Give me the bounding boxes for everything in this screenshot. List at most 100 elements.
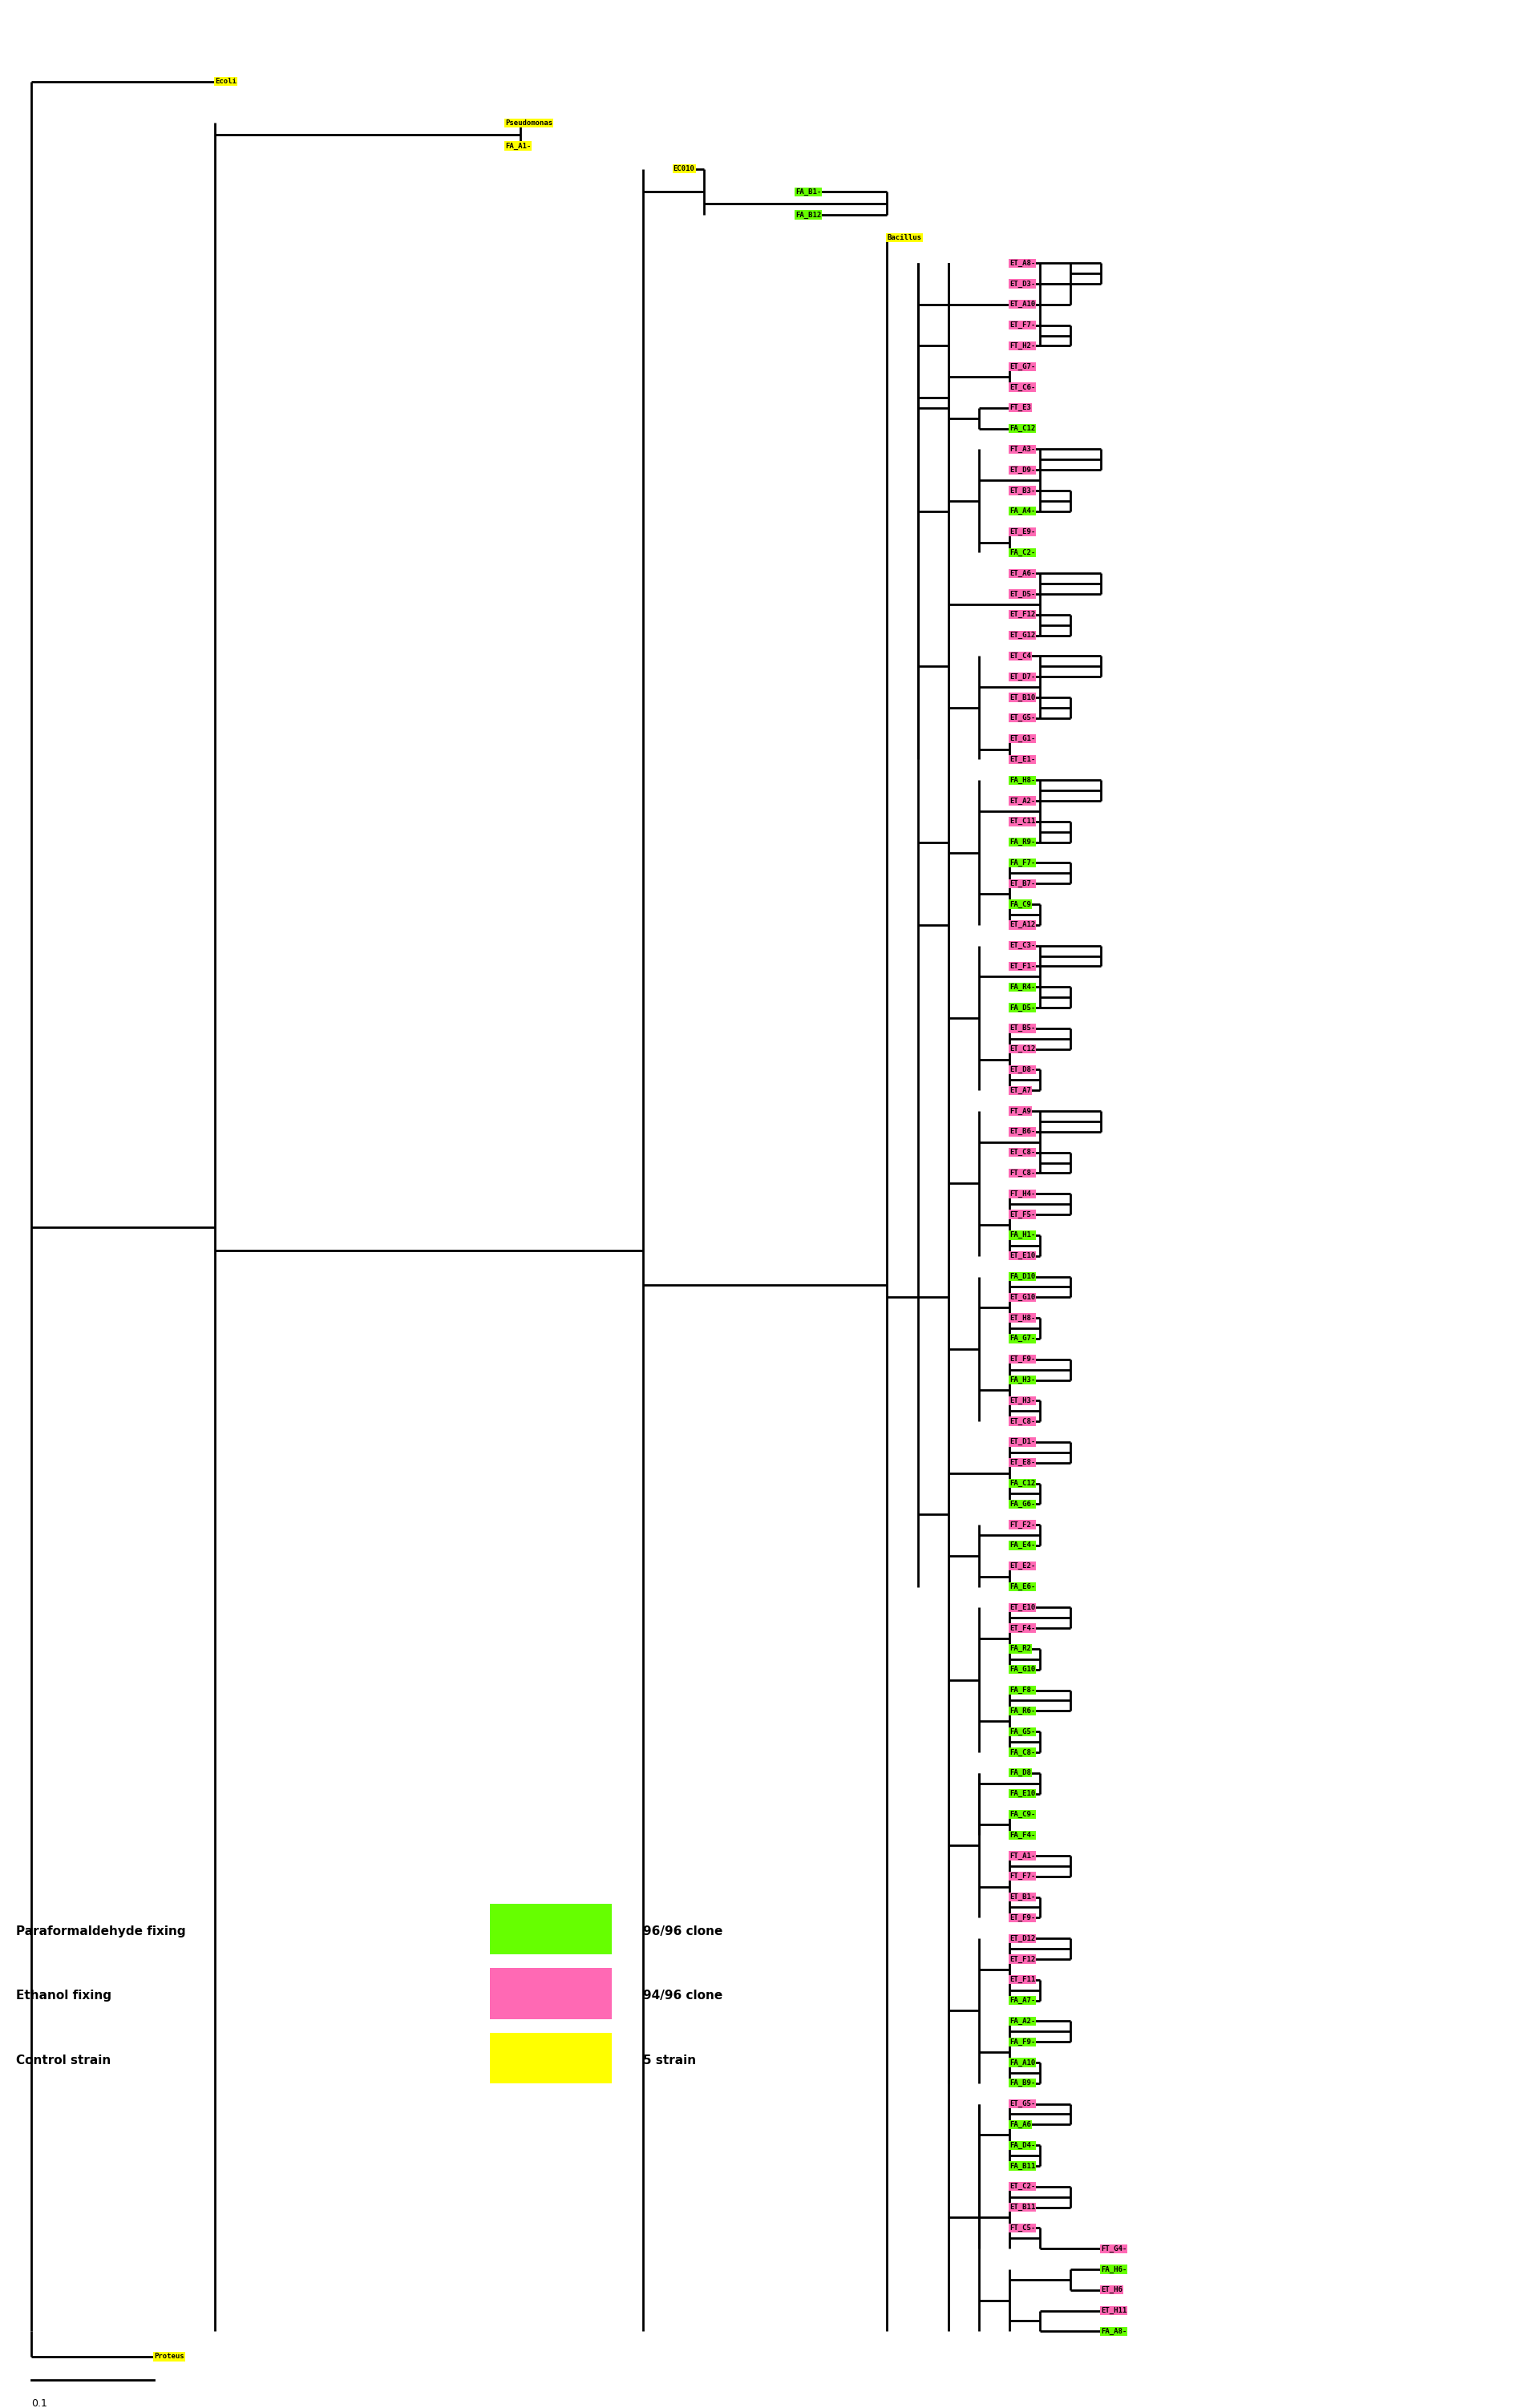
Text: Pseudomonas: Pseudomonas xyxy=(505,120,552,128)
Text: ET_D3-: ET_D3- xyxy=(1009,279,1035,287)
Text: ET_F1-: ET_F1- xyxy=(1009,963,1035,970)
Text: FT_E3: FT_E3 xyxy=(1009,405,1031,412)
Text: ET_C8-: ET_C8- xyxy=(1009,1149,1035,1156)
Text: ET_D9-: ET_D9- xyxy=(1009,467,1035,474)
Text: Bacillus: Bacillus xyxy=(887,234,920,241)
Text: ET_D8-: ET_D8- xyxy=(1009,1067,1035,1074)
Text: FT_F7-: FT_F7- xyxy=(1009,1873,1035,1881)
Text: 96/96 clone: 96/96 clone xyxy=(642,1926,722,1938)
Text: ET_C3-: ET_C3- xyxy=(1009,942,1035,949)
Text: ET_F11: ET_F11 xyxy=(1009,1977,1035,1984)
Text: ET_B7-: ET_B7- xyxy=(1009,879,1035,886)
Text: ET_C11: ET_C11 xyxy=(1009,819,1035,826)
Text: ET_G1-: ET_G1- xyxy=(1009,734,1035,742)
Text: FA_D10: FA_D10 xyxy=(1009,1274,1035,1281)
Text: FT_H2-: FT_H2- xyxy=(1009,342,1035,349)
Text: FA_R9-: FA_R9- xyxy=(1009,838,1035,845)
Text: Proteus: Proteus xyxy=(154,2353,183,2360)
Text: ET_C6-: ET_C6- xyxy=(1009,383,1035,390)
Text: FA_E6-: FA_E6- xyxy=(1009,1582,1035,1589)
Text: FA_A10: FA_A10 xyxy=(1009,2059,1035,2066)
Text: ET_G5-: ET_G5- xyxy=(1009,2100,1035,2107)
Text: ET_C4: ET_C4 xyxy=(1009,653,1031,660)
Text: ET_F12: ET_F12 xyxy=(1009,1955,1035,1963)
Text: FA_R4-: FA_R4- xyxy=(1009,982,1035,990)
Text: FA_A7-: FA_A7- xyxy=(1009,1996,1035,2003)
Text: ET_A12: ET_A12 xyxy=(1009,922,1035,929)
Text: FA_B12: FA_B12 xyxy=(795,212,821,219)
Text: FT_F2-: FT_F2- xyxy=(1009,1522,1035,1529)
Text: FT_C5-: FT_C5- xyxy=(1009,2225,1035,2232)
Text: FA_B1-: FA_B1- xyxy=(795,188,821,195)
Text: FA_G5-: FA_G5- xyxy=(1009,1729,1035,1736)
Text: ET_F9-: ET_F9- xyxy=(1009,1356,1035,1363)
Text: FA_C12: FA_C12 xyxy=(1009,1481,1035,1488)
Text: FA_R6-: FA_R6- xyxy=(1009,1707,1035,1714)
Text: FA_A2-: FA_A2- xyxy=(1009,2018,1035,2025)
Text: ET_D7-: ET_D7- xyxy=(1009,674,1035,681)
Text: FA_A4-: FA_A4- xyxy=(1009,508,1035,515)
Text: ET_B1-: ET_B1- xyxy=(1009,1893,1035,1900)
Text: FA_G6-: FA_G6- xyxy=(1009,1500,1035,1507)
Text: ET_E10: ET_E10 xyxy=(1009,1604,1035,1611)
Text: ET_E1-: ET_E1- xyxy=(1009,756,1035,763)
Text: Control strain: Control strain xyxy=(17,2054,112,2066)
Text: ET_A8-: ET_A8- xyxy=(1009,260,1035,267)
Text: FA_A6: FA_A6 xyxy=(1009,2121,1031,2129)
Text: FA_D4-: FA_D4- xyxy=(1009,2141,1035,2148)
Text: ET_A10: ET_A10 xyxy=(1009,301,1035,308)
Text: ET_F5-: ET_F5- xyxy=(1009,1211,1035,1218)
Text: FA_H8-: FA_H8- xyxy=(1009,775,1035,785)
Text: FA_G10: FA_G10 xyxy=(1009,1666,1035,1674)
Text: ET_B10: ET_B10 xyxy=(1009,694,1035,701)
Text: FA_B11: FA_B11 xyxy=(1009,2162,1035,2170)
Text: FA_C2-: FA_C2- xyxy=(1009,549,1035,556)
Text: FA_H3-: FA_H3- xyxy=(1009,1377,1035,1385)
Text: ET_C12: ET_C12 xyxy=(1009,1045,1035,1052)
Text: EC010: EC010 xyxy=(673,166,694,173)
Text: ET_E8-: ET_E8- xyxy=(1009,1459,1035,1466)
Text: FA_E10: FA_E10 xyxy=(1009,1789,1035,1796)
Text: FA_H1-: FA_H1- xyxy=(1009,1230,1035,1238)
Text: FA_G7-: FA_G7- xyxy=(1009,1334,1035,1341)
Text: ET_H3-: ET_H3- xyxy=(1009,1397,1035,1404)
Text: FT_H4-: FT_H4- xyxy=(1009,1190,1035,1197)
Text: FA_D8: FA_D8 xyxy=(1009,1770,1031,1777)
Text: ET_B11: ET_B11 xyxy=(1009,2203,1035,2211)
Text: FA_C9-: FA_C9- xyxy=(1009,1811,1035,1818)
Text: FT_G4-: FT_G4- xyxy=(1101,2244,1127,2251)
Text: ET_A6-: ET_A6- xyxy=(1009,571,1035,578)
Text: ET_B6-: ET_B6- xyxy=(1009,1127,1035,1137)
Text: ET_E9-: ET_E9- xyxy=(1009,527,1035,535)
Text: ET_D12: ET_D12 xyxy=(1009,1934,1035,1941)
Text: FA_D5-: FA_D5- xyxy=(1009,1004,1035,1011)
Text: ET_A2-: ET_A2- xyxy=(1009,797,1035,804)
Text: FA_E4-: FA_E4- xyxy=(1009,1541,1035,1548)
Text: FT_A3-: FT_A3- xyxy=(1009,445,1035,453)
Text: Ethanol fixing: Ethanol fixing xyxy=(17,1989,112,2001)
Text: Paraformaldehyde fixing: Paraformaldehyde fixing xyxy=(17,1926,187,1938)
Text: FT_A9: FT_A9 xyxy=(1009,1108,1031,1115)
Text: 5 strain: 5 strain xyxy=(642,2054,696,2066)
FancyBboxPatch shape xyxy=(489,2032,612,2083)
Text: ET_H11: ET_H11 xyxy=(1101,2307,1127,2314)
Text: ET_F7-: ET_F7- xyxy=(1009,323,1035,330)
Text: 0.1: 0.1 xyxy=(32,2398,47,2408)
Text: ET_F12: ET_F12 xyxy=(1009,612,1035,619)
Text: ET_G7-: ET_G7- xyxy=(1009,364,1035,371)
Text: ET_F9-: ET_F9- xyxy=(1009,1914,1035,1922)
Text: FT_A1-: FT_A1- xyxy=(1009,1852,1035,1859)
Text: FA_A8-: FA_A8- xyxy=(1101,2329,1127,2336)
Text: FA_R2: FA_R2 xyxy=(1009,1645,1031,1652)
Text: ET_B5-: ET_B5- xyxy=(1009,1026,1035,1033)
Text: FA_B9-: FA_B9- xyxy=(1009,2081,1035,2088)
Text: FA_F8-: FA_F8- xyxy=(1009,1686,1035,1693)
FancyBboxPatch shape xyxy=(489,1905,612,1955)
Text: FA_C8-: FA_C8- xyxy=(1009,1748,1035,1755)
Text: ET_D5-: ET_D5- xyxy=(1009,590,1035,597)
Text: ET_E2-: ET_E2- xyxy=(1009,1563,1035,1570)
Text: ET_A7: ET_A7 xyxy=(1009,1086,1031,1093)
Text: FA_C9: FA_C9 xyxy=(1009,901,1031,908)
Text: ET_G12: ET_G12 xyxy=(1009,631,1035,638)
Text: ET_G5-: ET_G5- xyxy=(1009,715,1035,722)
